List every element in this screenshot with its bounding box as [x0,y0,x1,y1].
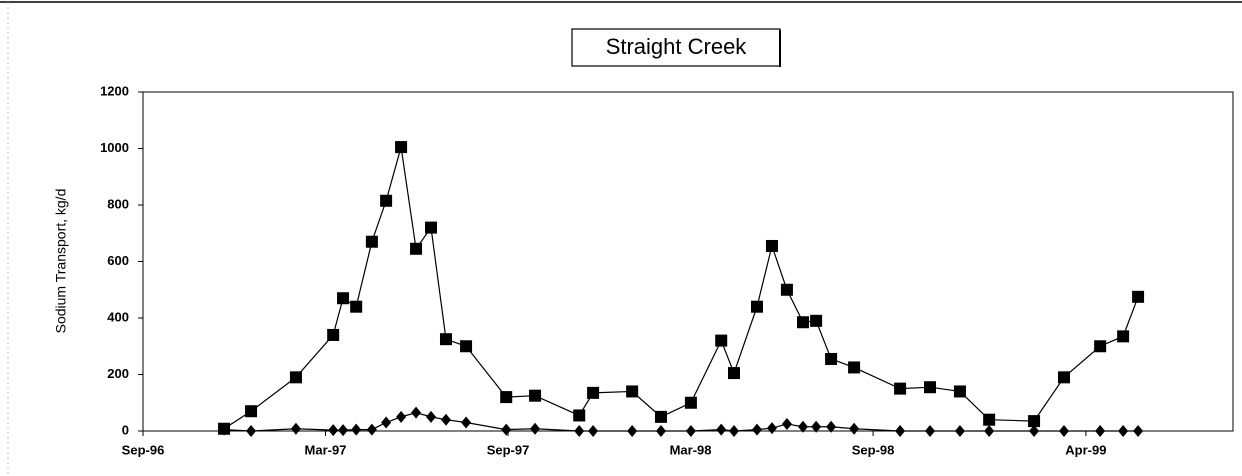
diamond-marker [338,424,349,437]
square-marker [245,405,258,418]
y-axis-label: Sodium Transport, kg/d [53,189,69,334]
y-tick-label: 800 [107,196,129,211]
diamond-marker [984,425,995,437]
square-marker [460,340,473,353]
square-marker [1117,330,1130,343]
y-tick-label: 600 [107,253,129,268]
diamond-marker [461,416,472,429]
y-tick-label: 1200 [100,83,129,98]
diamond-marker [716,423,727,436]
square-marker [380,194,393,207]
diamond-marker [246,425,257,437]
chart-title: Straight Creek [606,34,748,59]
square-marker [983,413,996,426]
diamond-marker [290,422,301,435]
diamond-marker [1133,425,1144,437]
x-tick-label: Sep-98 [852,442,895,457]
diamond-marker [954,425,965,437]
title-box [571,28,781,67]
series-line [223,146,1139,430]
square-marker [894,382,907,395]
diamond-marker [328,424,339,437]
square-marker [1028,415,1041,428]
diamond-marker [219,423,230,436]
diamond-marker [396,410,407,423]
diamond-marker [1118,425,1129,437]
series-line [224,412,1139,432]
diamond-marker [751,423,762,436]
square-marker [337,292,350,305]
square-marker [715,334,728,347]
diamond-marker [530,422,541,435]
y-tick-label: 1000 [100,140,129,155]
diamond-marker [1029,425,1040,437]
diamond-marker [797,420,808,433]
diamond-marker [811,420,822,433]
diamond-marker [627,425,638,437]
diamond-marker [426,410,437,423]
square-marker [953,385,966,398]
square-marker [1132,290,1145,303]
x-tick-label: Sep-97 [487,442,530,457]
square-marker [500,391,513,404]
diamond-marker [895,425,906,437]
y-tick-label: 0 [122,422,129,437]
x-tick-label: Mar-98 [670,442,712,457]
diamond-marker [501,423,512,436]
square-marker [289,371,302,384]
diamond-marker [728,425,739,437]
square-marker [573,409,586,422]
square-marker [825,352,838,365]
square-marker [327,328,340,341]
square-marker [780,283,793,296]
square-marker [848,361,861,374]
diamond-marker [588,425,599,437]
diamond-marker [826,420,837,433]
diamond-marker [849,422,860,435]
square-marker [684,396,697,409]
diamond-marker [411,406,422,419]
diamond-marker [440,413,451,426]
square-marker [654,410,667,423]
diamond-marker [766,422,777,435]
square-marker [727,367,740,380]
square-marker [439,333,452,346]
square-marker [924,381,937,394]
diamond-marker [351,423,362,436]
x-tick-label: Apr-99 [1065,442,1106,457]
square-marker [410,242,423,255]
x-tick-label: Sep-96 [122,442,165,457]
square-marker [587,386,600,399]
square-marker [796,316,809,329]
square-marker [765,239,778,252]
square-marker [810,314,823,327]
square-marker [350,300,363,313]
x-tick-label: Mar-97 [305,442,347,457]
y-tick-label: 200 [107,366,129,381]
diamond-marker [381,416,392,429]
square-marker [395,141,408,154]
diamond-marker [655,425,666,437]
square-marker [626,385,639,398]
diamond-marker [1095,425,1106,437]
square-marker [1094,340,1107,353]
diamond-marker [685,425,696,437]
diamond-marker [366,423,377,436]
y-tick-label: 400 [107,309,129,324]
square-marker [425,221,438,234]
diamond-marker [781,417,792,430]
square-marker [750,300,763,313]
diamond-marker [1058,425,1069,437]
diamond-marker [925,425,936,437]
square-marker [1057,371,1070,384]
square-marker [365,235,378,248]
square-marker [529,389,542,402]
diamond-marker [574,425,585,437]
